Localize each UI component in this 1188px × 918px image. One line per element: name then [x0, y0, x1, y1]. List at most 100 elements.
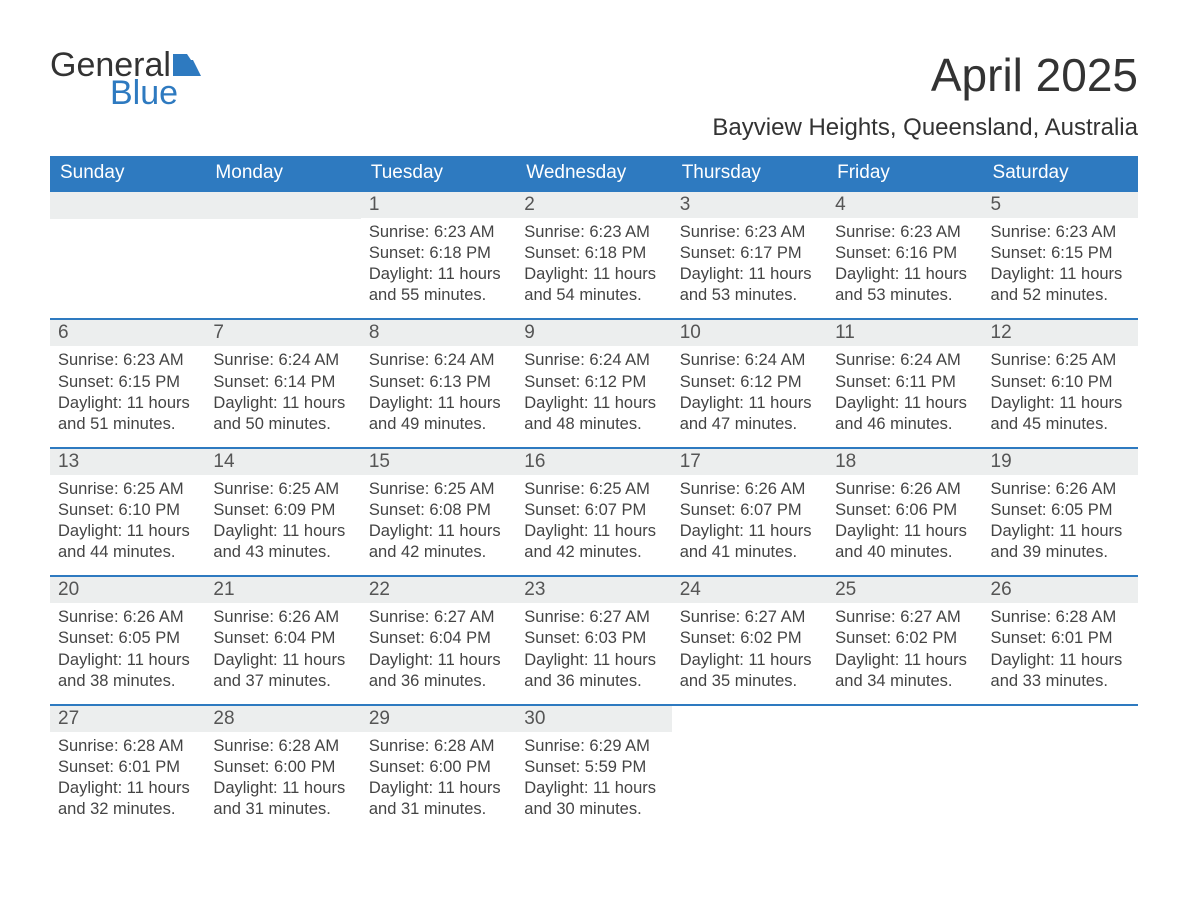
day-daylight1: Daylight: 11 hours: [369, 778, 508, 799]
day-number: 7: [205, 320, 360, 346]
day-daylight1: Daylight: 11 hours: [213, 521, 352, 542]
day-number: 2: [516, 192, 671, 218]
day-sunrise: Sunrise: 6:27 AM: [369, 607, 508, 628]
day-daylight1: Daylight: 11 hours: [213, 393, 352, 414]
day-sunset: Sunset: 6:04 PM: [213, 628, 352, 649]
day-sunrise: Sunrise: 6:25 AM: [58, 479, 197, 500]
day-body: Sunrise: 6:24 AMSunset: 6:12 PMDaylight:…: [516, 346, 671, 434]
day-cell: [672, 706, 827, 832]
week-row: 6Sunrise: 6:23 AMSunset: 6:15 PMDaylight…: [50, 318, 1138, 446]
day-daylight1: Daylight: 11 hours: [680, 393, 819, 414]
day-body: Sunrise: 6:25 AMSunset: 6:09 PMDaylight:…: [205, 475, 360, 563]
day-daylight1: Daylight: 11 hours: [213, 650, 352, 671]
dow-sunday: Sunday: [50, 156, 205, 192]
day-cell: 26Sunrise: 6:28 AMSunset: 6:01 PMDayligh…: [983, 577, 1138, 703]
day-daylight2: and 44 minutes.: [58, 542, 197, 563]
day-body: Sunrise: 6:23 AMSunset: 6:15 PMDaylight:…: [983, 218, 1138, 306]
day-daylight2: and 39 minutes.: [991, 542, 1130, 563]
day-number: 26: [983, 577, 1138, 603]
day-cell: 16Sunrise: 6:25 AMSunset: 6:07 PMDayligh…: [516, 449, 671, 575]
day-body: Sunrise: 6:24 AMSunset: 6:13 PMDaylight:…: [361, 346, 516, 434]
day-cell: 10Sunrise: 6:24 AMSunset: 6:12 PMDayligh…: [672, 320, 827, 446]
day-cell: 12Sunrise: 6:25 AMSunset: 6:10 PMDayligh…: [983, 320, 1138, 446]
day-cell: 23Sunrise: 6:27 AMSunset: 6:03 PMDayligh…: [516, 577, 671, 703]
day-cell: 13Sunrise: 6:25 AMSunset: 6:10 PMDayligh…: [50, 449, 205, 575]
day-cell: 1Sunrise: 6:23 AMSunset: 6:18 PMDaylight…: [361, 192, 516, 318]
day-number: 28: [205, 706, 360, 732]
day-cell: 21 Sunrise: 6:26 AMSunset: 6:04 PMDayligh…: [205, 577, 360, 703]
day-daylight1: Daylight: 11 hours: [58, 650, 197, 671]
day-number: [983, 706, 1138, 733]
day-number: 12: [983, 320, 1138, 346]
location: Bayview Heights, Queensland, Australia: [712, 114, 1138, 142]
day-cell: 2Sunrise: 6:23 AMSunset: 6:18 PMDaylight…: [516, 192, 671, 318]
day-sunrise: Sunrise: 6:27 AM: [835, 607, 974, 628]
day-sunset: Sunset: 6:11 PM: [835, 372, 974, 393]
day-sunrise: Sunrise: 6:26 AM: [835, 479, 974, 500]
day-body: Sunrise: 6:29 AMSunset: 5:59 PMDaylight:…: [516, 732, 671, 820]
day-cell: 27Sunrise: 6:28 AMSunset: 6:01 PMDayligh…: [50, 706, 205, 832]
dow-saturday: Saturday: [983, 156, 1138, 192]
day-cell: 5Sunrise: 6:23 AMSunset: 6:15 PMDaylight…: [983, 192, 1138, 318]
day-body: Sunrise: 6:27 AMSunset: 6:03 PMDaylight:…: [516, 603, 671, 691]
day-sunrise: Sunrise: 6:28 AM: [213, 736, 352, 757]
day-cell: 30Sunrise: 6:29 AMSunset: 5:59 PMDayligh…: [516, 706, 671, 832]
day-sunset: Sunset: 5:59 PM: [524, 757, 663, 778]
day-cell: [205, 192, 360, 318]
day-daylight1: Daylight: 11 hours: [991, 264, 1130, 285]
day-sunrise: Sunrise: 6:24 AM: [524, 350, 663, 371]
day-cell: 25Sunrise: 6:27 AMSunset: 6:02 PMDayligh…: [827, 577, 982, 703]
day-cell: 19Sunrise: 6:26 AMSunset: 6:05 PMDayligh…: [983, 449, 1138, 575]
day-daylight2: and 51 minutes.: [58, 414, 197, 435]
month-title: April 2025: [712, 48, 1138, 102]
day-sunset: Sunset: 6:07 PM: [524, 500, 663, 521]
day-daylight2: and 46 minutes.: [835, 414, 974, 435]
day-cell: 6Sunrise: 6:23 AMSunset: 6:15 PMDaylight…: [50, 320, 205, 446]
day-cell: [983, 706, 1138, 832]
day-body: Sunrise: 6:25 AMSunset: 6:08 PMDaylight:…: [361, 475, 516, 563]
day-sunrise: Sunrise: 6:26 AM: [58, 607, 197, 628]
days-of-week-header: Sunday Monday Tuesday Wednesday Thursday…: [50, 156, 1138, 192]
day-body: Sunrise: 6:27 AMSunset: 6:04 PMDaylight:…: [361, 603, 516, 691]
weeks-container: 1Sunrise: 6:23 AMSunset: 6:18 PMDaylight…: [50, 192, 1138, 832]
day-sunset: Sunset: 6:10 PM: [58, 500, 197, 521]
day-cell: 22Sunrise: 6:27 AMSunset: 6:04 PMDayligh…: [361, 577, 516, 703]
day-daylight2: and 50 minutes.: [213, 414, 352, 435]
day-cell: 11Sunrise: 6:24 AMSunset: 6:11 PMDayligh…: [827, 320, 982, 446]
day-daylight1: Daylight: 11 hours: [369, 264, 508, 285]
day-sunrise: Sunrise: 6:27 AM: [680, 607, 819, 628]
day-daylight2: and 36 minutes.: [369, 671, 508, 692]
day-sunset: Sunset: 6:18 PM: [524, 243, 663, 264]
day-daylight1: Daylight: 11 hours: [369, 521, 508, 542]
day-daylight2: and 31 minutes.: [213, 799, 352, 820]
dow-wednesday: Wednesday: [516, 156, 671, 192]
day-number: 18: [827, 449, 982, 475]
day-sunrise: Sunrise: 6:23 AM: [680, 222, 819, 243]
day-number: [205, 192, 360, 219]
day-number: 21: [205, 577, 360, 603]
day-daylight2: and 42 minutes.: [369, 542, 508, 563]
day-number: 16: [516, 449, 671, 475]
day-cell: 29Sunrise: 6:28 AMSunset: 6:00 PMDayligh…: [361, 706, 516, 832]
day-number: [827, 706, 982, 733]
day-body: Sunrise: 6:28 AMSunset: 6:00 PMDaylight:…: [361, 732, 516, 820]
day-sunset: Sunset: 6:02 PM: [835, 628, 974, 649]
day-number: 15: [361, 449, 516, 475]
day-sunset: Sunset: 6:18 PM: [369, 243, 508, 264]
day-body: Sunrise: 6:26 AMSunset: 6:05 PMDaylight:…: [983, 475, 1138, 563]
day-sunrise: Sunrise: 6:25 AM: [991, 350, 1130, 371]
day-sunrise: Sunrise: 6:26 AM: [213, 607, 352, 628]
day-sunrise: Sunrise: 6:26 AM: [680, 479, 819, 500]
day-sunrise: Sunrise: 6:28 AM: [991, 607, 1130, 628]
logo: General Blue: [50, 48, 207, 110]
day-body: Sunrise: 6:24 AMSunset: 6:11 PMDaylight:…: [827, 346, 982, 434]
day-body: Sunrise: 6:23 AMSunset: 6:15 PMDaylight:…: [50, 346, 205, 434]
day-sunset: Sunset: 6:05 PM: [58, 628, 197, 649]
day-sunrise: Sunrise: 6:25 AM: [213, 479, 352, 500]
day-daylight2: and 37 minutes.: [213, 671, 352, 692]
calendar: Sunday Monday Tuesday Wednesday Thursday…: [50, 156, 1138, 832]
day-sunrise: Sunrise: 6:24 AM: [369, 350, 508, 371]
day-daylight1: Daylight: 11 hours: [369, 650, 508, 671]
day-daylight2: and 41 minutes.: [680, 542, 819, 563]
day-daylight2: and 35 minutes.: [680, 671, 819, 692]
